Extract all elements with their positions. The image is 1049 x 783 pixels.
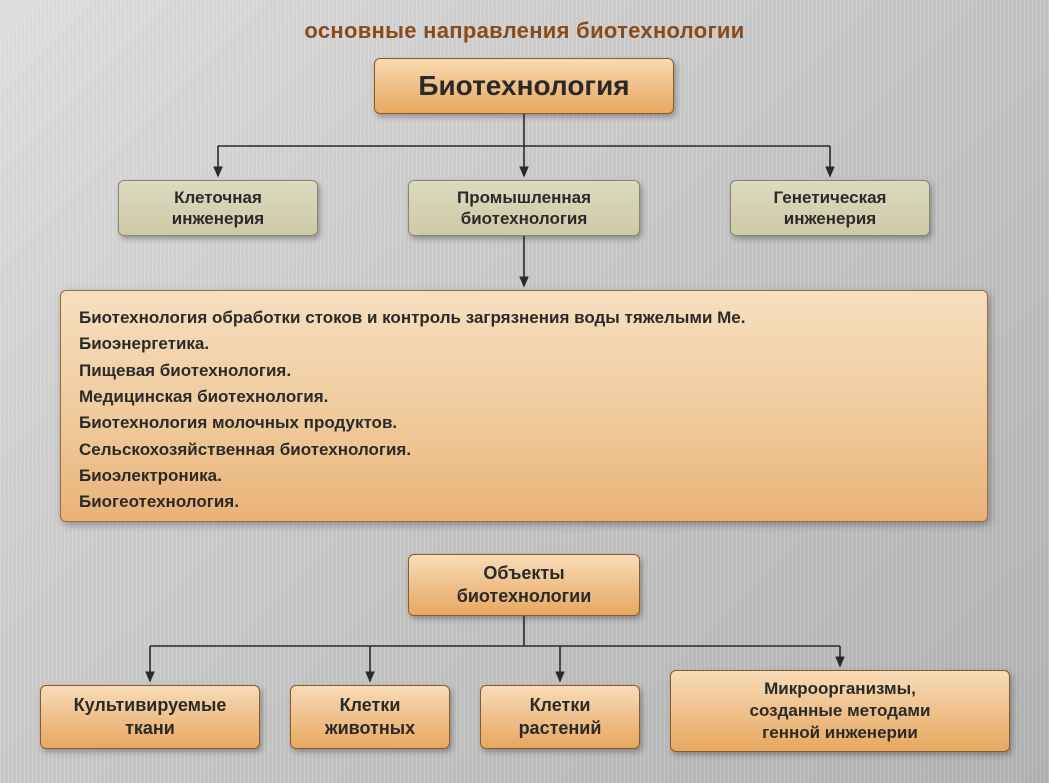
node-objects-heading-label: Объектыбиотехнологии: [457, 562, 592, 609]
industrial-list-item: Сельскохозяйственная биотехнология.: [79, 437, 969, 463]
industrial-list-item: Биогеотехнология.: [79, 489, 969, 515]
industrial-list-item: Биоэнергетика.: [79, 331, 969, 357]
node-root-label: Биотехнология: [418, 70, 629, 102]
industrial-list: Биотехнология обработки стоков и контрол…: [79, 305, 969, 516]
node-plant-cells-label: Клеткирастений: [519, 694, 602, 741]
node-microorganisms: Микроорганизмы,созданные методамигенной …: [670, 670, 1010, 752]
node-objects-heading: Объектыбиотехнологии: [408, 554, 640, 616]
node-cell-engineering-label: Клеточнаяинженерия: [172, 187, 264, 230]
node-cultivated-tissues-label: Культивируемыеткани: [74, 694, 227, 741]
industrial-list-item: Биотехнология молочных продуктов.: [79, 410, 969, 436]
node-genetic-engineering: Генетическаяинженерия: [730, 180, 930, 236]
node-cell-engineering: Клеточнаяинженерия: [118, 180, 318, 236]
node-cultivated-tissues: Культивируемыеткани: [40, 685, 260, 749]
industrial-list-item: Медицинская биотехнология.: [79, 384, 969, 410]
node-animal-cells: Клеткиживотных: [290, 685, 450, 749]
node-genetic-engineering-label: Генетическаяинженерия: [774, 187, 887, 230]
industrial-list-item: Биотехнология обработки стоков и контрол…: [79, 305, 969, 331]
industrial-list-item: Биоэлектроника.: [79, 463, 969, 489]
node-microorganisms-label: Микроорганизмы,созданные методамигенной …: [750, 678, 931, 744]
node-plant-cells: Клеткирастений: [480, 685, 640, 749]
node-animal-cells-label: Клеткиживотных: [325, 694, 415, 741]
node-root-biotechnology: Биотехнология: [374, 58, 674, 114]
industrial-list-item: Пищевая биотехнология.: [79, 358, 969, 384]
industrial-list-panel: Биотехнология обработки стоков и контрол…: [60, 290, 988, 522]
node-industrial-biotech: Промышленнаябиотехнология: [408, 180, 640, 236]
node-industrial-biotech-label: Промышленнаябиотехнология: [457, 187, 591, 230]
page-title: основные направления биотехнологии: [0, 0, 1049, 44]
